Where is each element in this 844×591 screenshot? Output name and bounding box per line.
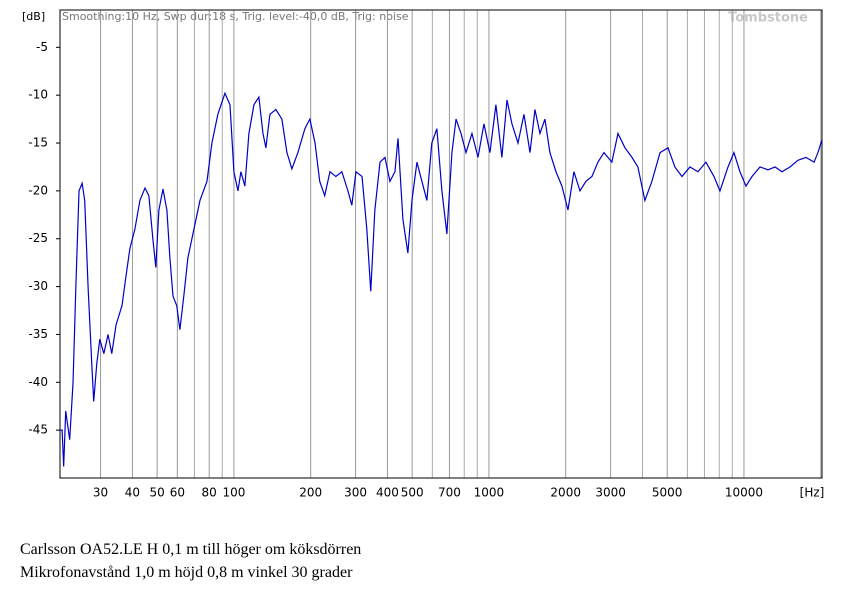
response-line (60, 91, 823, 467)
y-tick-label: -25 (28, 231, 48, 245)
x-tick-label: 300 (344, 486, 367, 500)
y-axis-label: [dB] (22, 10, 45, 23)
y-tick-label: -20 (28, 183, 48, 197)
x-tick-label: 2000 (550, 486, 581, 500)
caption-line: Carlsson OA52.LE H 0,1 m till höger om k… (20, 541, 362, 558)
x-tick-label: 200 (299, 486, 322, 500)
x-tick-label: 30 (93, 486, 108, 500)
x-axis-label: [Hz] (800, 486, 825, 500)
y-tick-label: -40 (28, 375, 48, 389)
x-tick-label: 700 (438, 486, 461, 500)
x-tick-label: 40 (125, 486, 140, 500)
watermark: Tombstone (728, 11, 808, 26)
caption-line: Mikrofonavstånd 1,0 m höjd 0,8 m vinkel … (20, 564, 353, 581)
x-tick-label: 100 (222, 486, 245, 500)
y-tick-label: -30 (28, 279, 48, 293)
x-tick-label: 5000 (652, 486, 683, 500)
y-tick-label: -45 (28, 423, 48, 437)
header: Smoothing:10 Hz, Swp dur:18 s, Trig. lev… (62, 10, 409, 23)
y-tick-label: -15 (28, 136, 48, 150)
x-tick-label: 3000 (595, 486, 626, 500)
x-tick-label: 500 (401, 486, 424, 500)
y-tick-label: -5 (36, 40, 48, 54)
x-tick-label: 10000 (725, 486, 763, 500)
x-tick-label: 400 (376, 486, 399, 500)
x-tick-label: 1000 (474, 486, 505, 500)
y-tick-label: -10 (28, 88, 48, 102)
y-tick-label: -35 (28, 327, 48, 341)
plot-frame (59, 9, 823, 479)
x-tick-label: 50 (150, 486, 165, 500)
x-tick-label: 80 (202, 486, 217, 500)
x-tick-label: 60 (170, 486, 185, 500)
chart: [dB] Smoothing:10 Hz, Swp dur:18 s, Trig… (22, 9, 825, 500)
